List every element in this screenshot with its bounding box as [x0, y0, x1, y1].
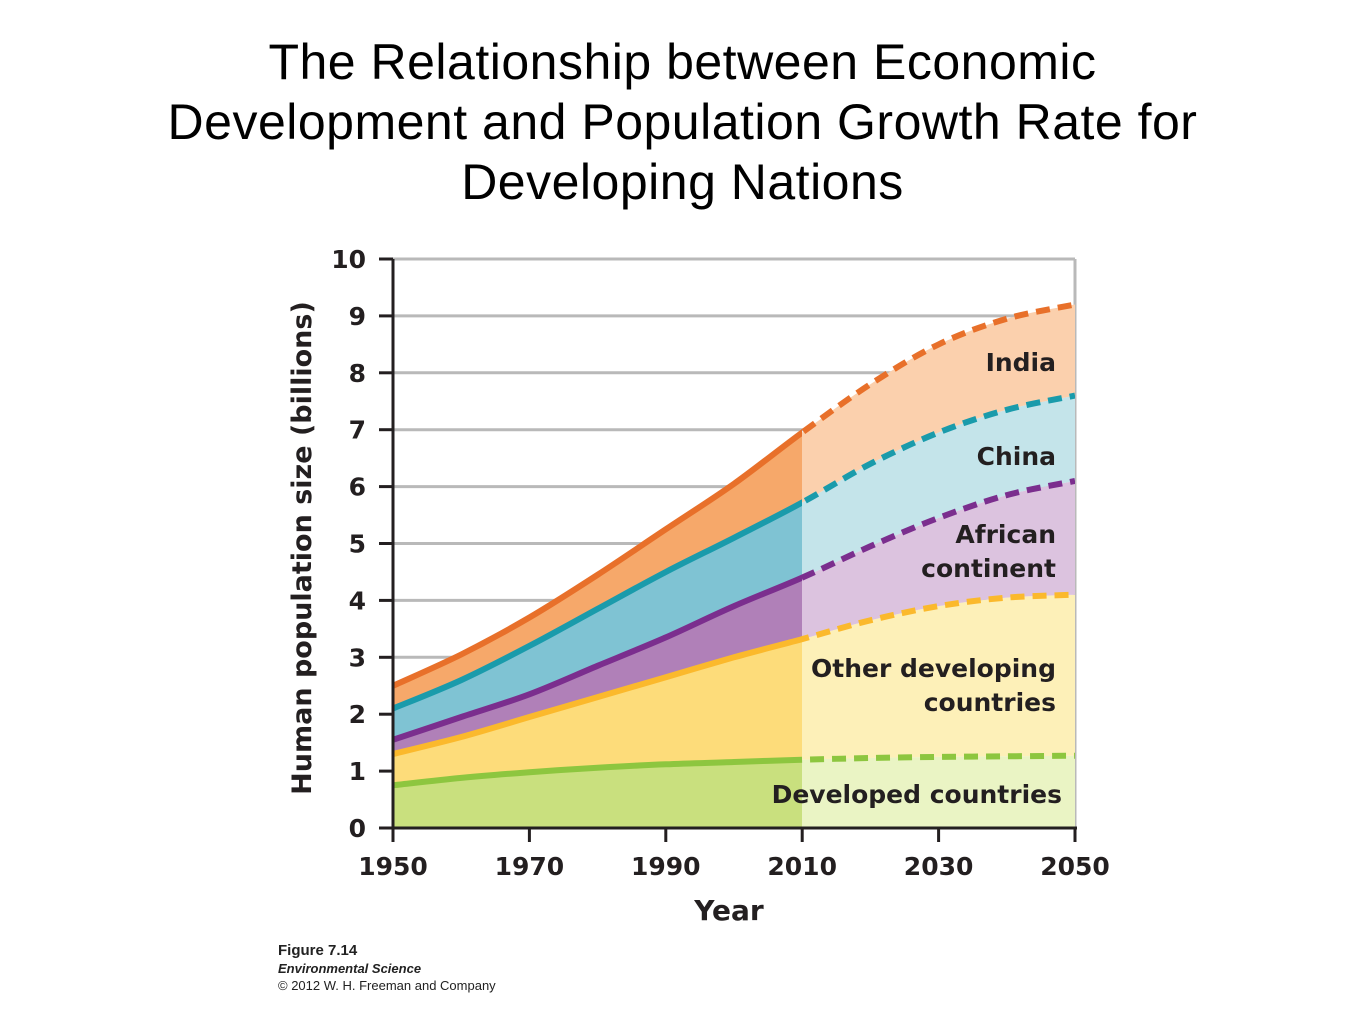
y-tick-label: 2: [349, 700, 366, 729]
line-india-projected: [802, 301, 1075, 437]
title-line: Developing Nations: [461, 154, 904, 210]
y-tick-label: 6: [349, 473, 366, 502]
figure-number: Figure 7.14: [278, 942, 358, 959]
axes: 0 1 2 3 4 5 6 7 8 9 10 1950 1970 1990 2010 2030 2050: [331, 245, 1110, 881]
series-label: Other developing: [811, 654, 1056, 683]
y-axis-title: Human population size (billions): [287, 301, 318, 795]
x-tick-label: 1950: [358, 852, 428, 881]
y-tick-label: 1: [349, 757, 366, 786]
x-tick-label: 2010: [767, 852, 837, 881]
line-african-continent-historic: [393, 574, 802, 743]
x-axis-title: Year: [693, 894, 764, 927]
line-other-developing-countries-historic: [393, 636, 802, 757]
x-tick-label: 1990: [631, 852, 701, 881]
area-other-developing-countries-projected: [802, 594, 1075, 760]
x-tick-label: 2050: [1040, 852, 1110, 881]
figure-book-title: Environmental Science: [278, 961, 422, 976]
figure-copyright: © 2012 W. H. Freeman and Company: [278, 978, 496, 993]
series-label: continent: [921, 554, 1056, 583]
x-tick-label: 1970: [495, 852, 565, 881]
y-tick-label: 5: [349, 530, 366, 559]
area-other-developing-countries-historic: [393, 639, 802, 786]
series-label: African: [955, 520, 1056, 549]
series-lines: [393, 301, 1075, 789]
title-line: Development and Population Growth Rate f…: [167, 94, 1198, 150]
y-tick-label: 10: [331, 245, 366, 274]
y-tick-label: 4: [349, 586, 366, 615]
series-labels: Developed countries Other developing count…: [772, 348, 1062, 809]
y-tick-label: 8: [349, 359, 366, 388]
series-label: countries: [924, 688, 1056, 717]
x-tick-label: 2030: [904, 852, 974, 881]
line-developed-countries-historic: [393, 756, 802, 789]
series-label: India: [986, 348, 1056, 377]
area-developed-countries-projected: [802, 755, 1075, 828]
area-african-continent-projected: [802, 480, 1075, 640]
line-india-historic: [393, 428, 802, 689]
y-tick-label: 7: [349, 416, 366, 445]
series-label: China: [977, 442, 1056, 471]
y-tick-label: 3: [349, 643, 366, 672]
line-other-developing-countries-projected: [802, 591, 1075, 643]
area-china-historic: [393, 502, 802, 740]
y-tick-label: 0: [349, 814, 366, 843]
series-label: Developed countries: [772, 780, 1062, 809]
area-india-projected: [802, 304, 1075, 503]
line-china-historic: [393, 499, 802, 712]
slide-title: The Relationship between Economic Develo…: [0, 32, 1365, 212]
area-china-projected: [802, 395, 1075, 578]
title-line: The Relationship between Economic: [268, 34, 1097, 90]
y-tick-label: 9: [349, 302, 366, 331]
figure-caption: Figure 7.14 Environmental Science © 2012…: [278, 942, 496, 994]
